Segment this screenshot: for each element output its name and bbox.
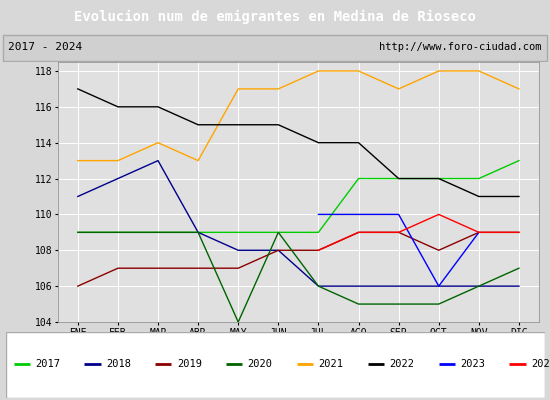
- Text: http://www.foro-ciudad.com: http://www.foro-ciudad.com: [379, 42, 542, 52]
- Text: 2023: 2023: [460, 359, 485, 369]
- Text: 2021: 2021: [318, 359, 344, 369]
- Text: 2019: 2019: [177, 359, 202, 369]
- Text: 2017: 2017: [35, 359, 60, 369]
- Text: 2017 - 2024: 2017 - 2024: [8, 42, 82, 52]
- Text: 2020: 2020: [248, 359, 273, 369]
- Text: 2018: 2018: [106, 359, 131, 369]
- Text: 2024: 2024: [531, 359, 550, 369]
- Text: 2022: 2022: [389, 359, 414, 369]
- Text: Evolucion num de emigrantes en Medina de Rioseco: Evolucion num de emigrantes en Medina de…: [74, 10, 476, 24]
